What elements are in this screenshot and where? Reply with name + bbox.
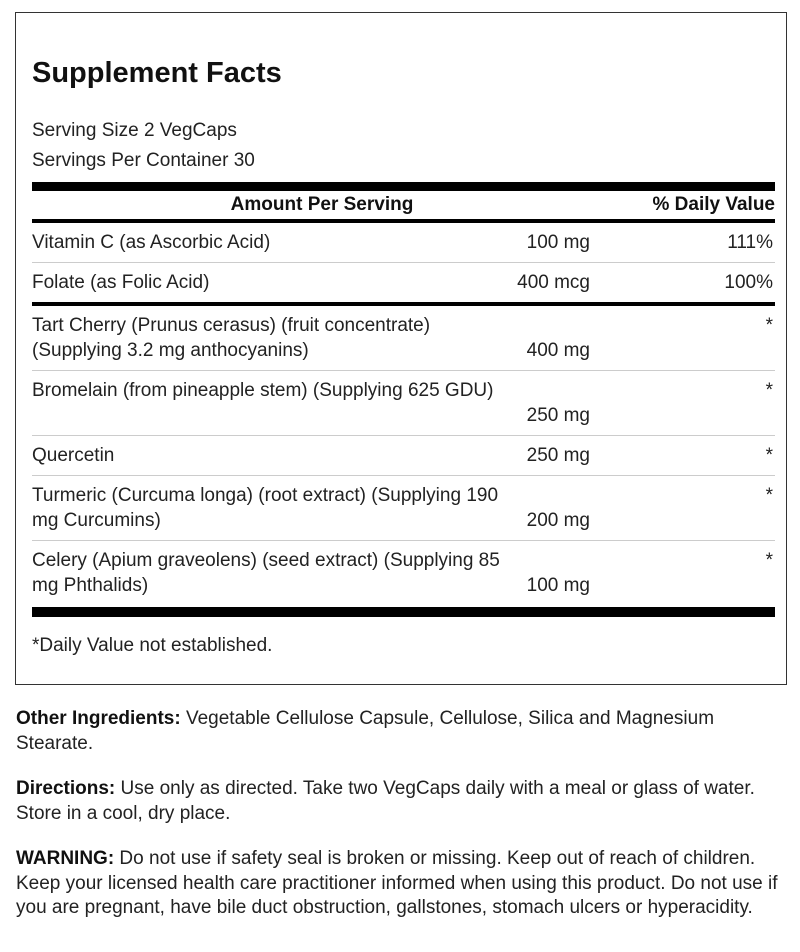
nutrient-row: Folate (as Folic Acid) 400 mcg 100% [32, 263, 775, 302]
other-text: Vegetable Cellulose Capsule, Cellulose, … [16, 708, 715, 754]
nutrient-name: mg Curcumins) [32, 510, 161, 531]
nutrient-row: Tart Cherry (Prunus cerasus) (fruit conc… [32, 306, 775, 371]
bottom-thick-divider [32, 607, 775, 617]
dv-header: % Daily Value [652, 194, 775, 215]
servings-per-container: Servings Per Container 30 [32, 150, 255, 171]
nutrient-dv: * [765, 380, 773, 401]
serving-size: Serving Size 2 VegCaps [32, 120, 237, 141]
nutrient-name: Bromelain (from pineapple stem) (Supplyi… [32, 380, 494, 401]
nutrient-name: Tart Cherry (Prunus cerasus) (fruit conc… [32, 315, 431, 336]
footnote: *Daily Value not established. [32, 635, 273, 656]
nutrient-row: Turmeric (Curcuma longa) (root extract) … [32, 476, 775, 541]
facts-table: Amount Per Serving % Daily Value Vitamin… [32, 182, 775, 617]
other-ingredients: Other Ingredients: Vegetable Cellulose C… [16, 707, 791, 756]
nutrient-dv: * [765, 550, 773, 571]
nutrient-amount: 200 mg [526, 510, 590, 531]
panel-title: Supplement Facts [32, 57, 282, 89]
thick-divider [32, 182, 775, 191]
nutrient-dv: * [765, 445, 773, 466]
nutrient-name: Celery (Apium graveolens) (seed extract)… [32, 550, 500, 571]
header-divider [32, 219, 775, 223]
warning-label: WARNING: [16, 848, 115, 869]
nutrient-dv: 111% [727, 232, 773, 253]
nutrient-amount: 100 mg [526, 575, 590, 596]
nutrient-name: Quercetin [32, 445, 115, 466]
warning-text: Do not use if safety seal is broken or m… [16, 848, 778, 918]
nutrient-dv: * [765, 315, 773, 336]
nutrient-amount: 400 mcg [517, 272, 590, 293]
nutrient-row: Celery (Apium graveolens) (seed extract)… [32, 541, 775, 605]
supplement-facts-panel: Supplement Facts Serving Size 2 VegCaps … [15, 12, 787, 685]
nutrient-amount: 100 mg [526, 232, 590, 253]
directions-label: Directions: [16, 778, 116, 799]
nutrient-amount: 250 mg [526, 405, 590, 426]
nutrient-dv: 100% [724, 272, 773, 293]
nutrient-amount: 250 mg [526, 445, 590, 466]
nutrient-row: Bromelain (from pineapple stem) (Supplyi… [32, 371, 775, 436]
section-divider [32, 302, 775, 306]
table-header: Amount Per Serving % Daily Value [32, 191, 775, 219]
directions: Directions: Use only as directed. Take t… [16, 777, 791, 826]
other-label: Other Ingredients: [16, 708, 181, 729]
nutrient-name: Folate (as Folic Acid) [32, 272, 210, 293]
nutrient-name: Vitamin C (as Ascorbic Acid) [32, 232, 271, 253]
directions-text: Use only as directed. Take two VegCaps d… [16, 778, 755, 824]
nutrient-amount: 400 mg [526, 340, 590, 361]
amount-header: Amount Per Serving [230, 194, 414, 215]
warning: WARNING: Do not use if safety seal is br… [16, 847, 791, 921]
nutrient-name: mg Phthalids) [32, 575, 149, 596]
nutrient-row: Vitamin C (as Ascorbic Acid) 100 mg 111% [32, 223, 775, 263]
nutrient-name: (Supplying 3.2 mg anthocyanins) [32, 340, 309, 361]
nutrient-name [32, 403, 775, 428]
nutrient-row: Quercetin 250 mg * [32, 436, 775, 476]
nutrient-name: Turmeric (Curcuma longa) (root extract) … [32, 485, 499, 506]
nutrient-dv: * [765, 485, 773, 506]
